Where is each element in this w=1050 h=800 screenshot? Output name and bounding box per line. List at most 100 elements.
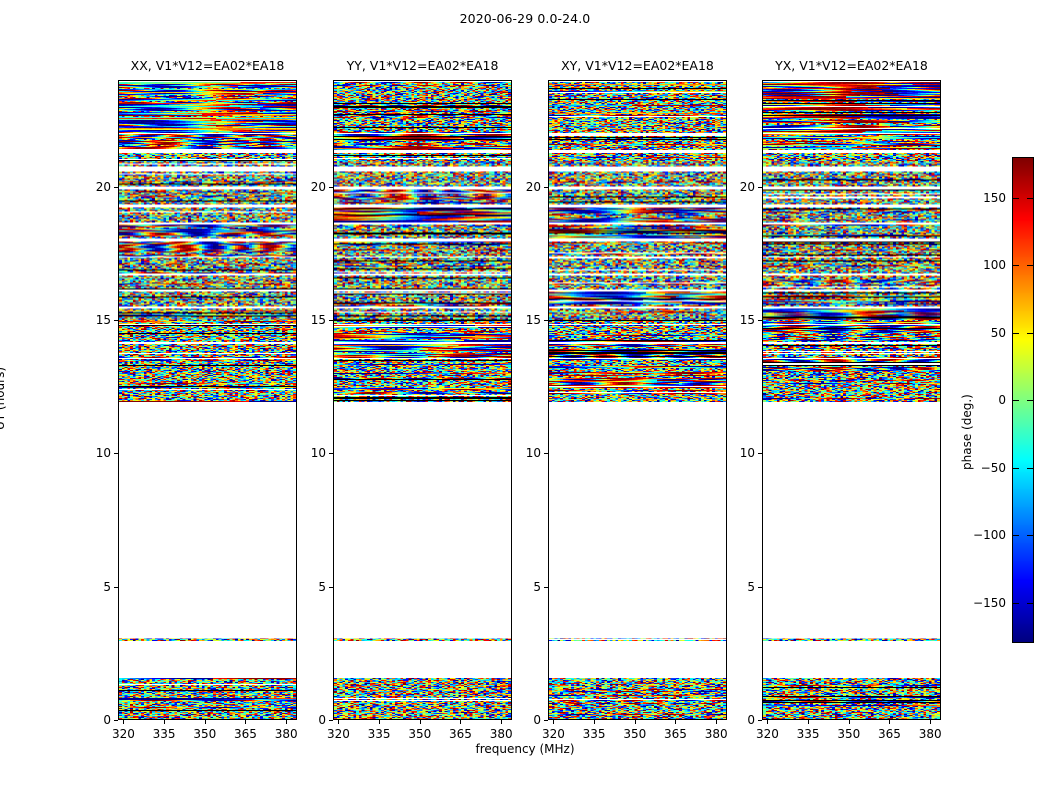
y-tick-label: 20 (525, 179, 541, 194)
colorbar-tick-mark (1027, 603, 1034, 604)
x-tick-label: 350 (193, 727, 217, 741)
heatmap-panel-xy[interactable] (548, 80, 727, 720)
y-tick-mark (329, 453, 333, 454)
y-tick-label: 15 (95, 313, 111, 327)
y-tick-label: 5 (103, 579, 111, 594)
y-tick-mark (758, 320, 762, 321)
y-axis-label: UT (hours) (0, 366, 7, 430)
y-tick-label: 10 (739, 446, 755, 461)
x-tick-label: 335 (152, 727, 176, 741)
figure-suptitle: 2020-06-29 0.0-24.0 (459, 11, 591, 26)
x-tick-mark (675, 720, 676, 724)
x-tick-label: 320 (755, 727, 779, 741)
x-tick-label: 335 (796, 727, 820, 741)
panel-title-yy: YY, V1*V12=EA02*EA18 (346, 58, 499, 73)
heatmap-image-yx (763, 81, 940, 719)
y-tick-label: 10 (525, 446, 541, 461)
x-tick-label: 365 (234, 727, 257, 741)
x-tick-mark (930, 720, 931, 724)
x-tick-label: 380 (704, 727, 728, 741)
x-tick-label: 365 (664, 727, 687, 741)
y-tick-mark (114, 587, 118, 588)
y-tick-mark (329, 187, 333, 188)
x-tick-label: 350 (837, 727, 861, 741)
panel-title-yx: YX, V1*V12=EA02*EA18 (775, 58, 928, 73)
colorbar-tick-mark (1027, 535, 1034, 536)
x-tick-label: 335 (582, 727, 606, 741)
y-tick-mark (758, 453, 762, 454)
y-tick-label: 20 (310, 179, 326, 194)
y-tick-mark (544, 187, 548, 188)
x-tick-mark (716, 720, 717, 724)
x-tick-label: 350 (408, 727, 432, 741)
colorbar-tick-label: 50 (990, 325, 1006, 340)
colorbar-tick-mark (1027, 333, 1034, 334)
colorbar-tick-mark (1012, 535, 1019, 536)
x-tick-label: 365 (449, 727, 472, 741)
x-tick-mark (420, 720, 421, 724)
x-tick-mark (594, 720, 595, 724)
y-tick-label: 20 (739, 179, 755, 194)
y-tick-label: 15 (525, 313, 541, 327)
x-tick-mark (164, 720, 165, 724)
y-tick-label: 10 (310, 446, 326, 461)
x-tick-mark (767, 720, 768, 724)
y-tick-label: 10 (95, 446, 111, 461)
y-tick-mark (544, 453, 548, 454)
y-tick-mark (329, 320, 333, 321)
y-tick-mark (758, 587, 762, 588)
x-axis-label: frequency (MHz) (475, 742, 575, 756)
colorbar-tick-mark (1027, 265, 1034, 266)
x-tick-label: 335 (367, 727, 391, 741)
x-tick-mark (808, 720, 809, 724)
colorbar-tick-label: 0 (998, 393, 1006, 407)
x-tick-label: 380 (274, 727, 298, 741)
colorbar-tick-mark (1012, 603, 1019, 604)
x-tick-label: 320 (111, 727, 135, 741)
colorbar-tick-mark (1012, 198, 1019, 199)
x-tick-label: 320 (326, 727, 350, 741)
y-tick-mark (544, 320, 548, 321)
y-tick-mark (544, 720, 548, 721)
panel-title-xx: XX, V1*V12=EA02*EA18 (130, 58, 285, 73)
heatmap-image-yy (334, 81, 511, 719)
y-tick-label: 0 (747, 713, 755, 727)
x-tick-label: 365 (878, 727, 901, 741)
heatmap-panel-yx[interactable] (762, 80, 941, 720)
panel-title-xy: XY, V1*V12=EA02*EA18 (561, 58, 714, 73)
y-tick-mark (114, 453, 118, 454)
x-tick-mark (286, 720, 287, 724)
x-tick-mark (338, 720, 339, 724)
x-tick-label: 320 (541, 727, 565, 741)
x-tick-mark (849, 720, 850, 724)
heatmap-image-xy (549, 81, 726, 719)
y-tick-mark (758, 720, 762, 721)
colorbar-tick-label: 150 (983, 190, 1006, 205)
y-tick-label: 5 (318, 579, 326, 594)
y-tick-mark (329, 587, 333, 588)
colorbar-tick-mark (1012, 265, 1019, 266)
y-tick-mark (114, 720, 118, 721)
y-tick-label: 20 (95, 179, 111, 194)
y-tick-label: 5 (747, 579, 755, 594)
colorbar-label: phase (deg.) (960, 394, 974, 470)
heatmap-panel-xx[interactable] (118, 80, 297, 720)
x-tick-mark (889, 720, 890, 724)
y-tick-mark (114, 187, 118, 188)
x-tick-mark (379, 720, 380, 724)
y-tick-label: 5 (533, 579, 541, 594)
colorbar-tick-mark (1012, 468, 1019, 469)
colorbar-tick-label: 100 (983, 258, 1006, 272)
x-tick-label: 380 (489, 727, 513, 741)
y-tick-mark (758, 187, 762, 188)
y-tick-mark (329, 720, 333, 721)
colorbar-tick-mark (1027, 400, 1034, 401)
y-tick-label: 15 (310, 313, 326, 327)
heatmap-panel-yy[interactable] (333, 80, 512, 720)
y-tick-label: 0 (318, 713, 326, 727)
colorbar-tick-mark (1012, 333, 1019, 334)
heatmap-image-xx (119, 81, 296, 719)
colorbar-tick-label: −50 (980, 460, 1006, 475)
colorbar-tick-mark (1027, 468, 1034, 469)
